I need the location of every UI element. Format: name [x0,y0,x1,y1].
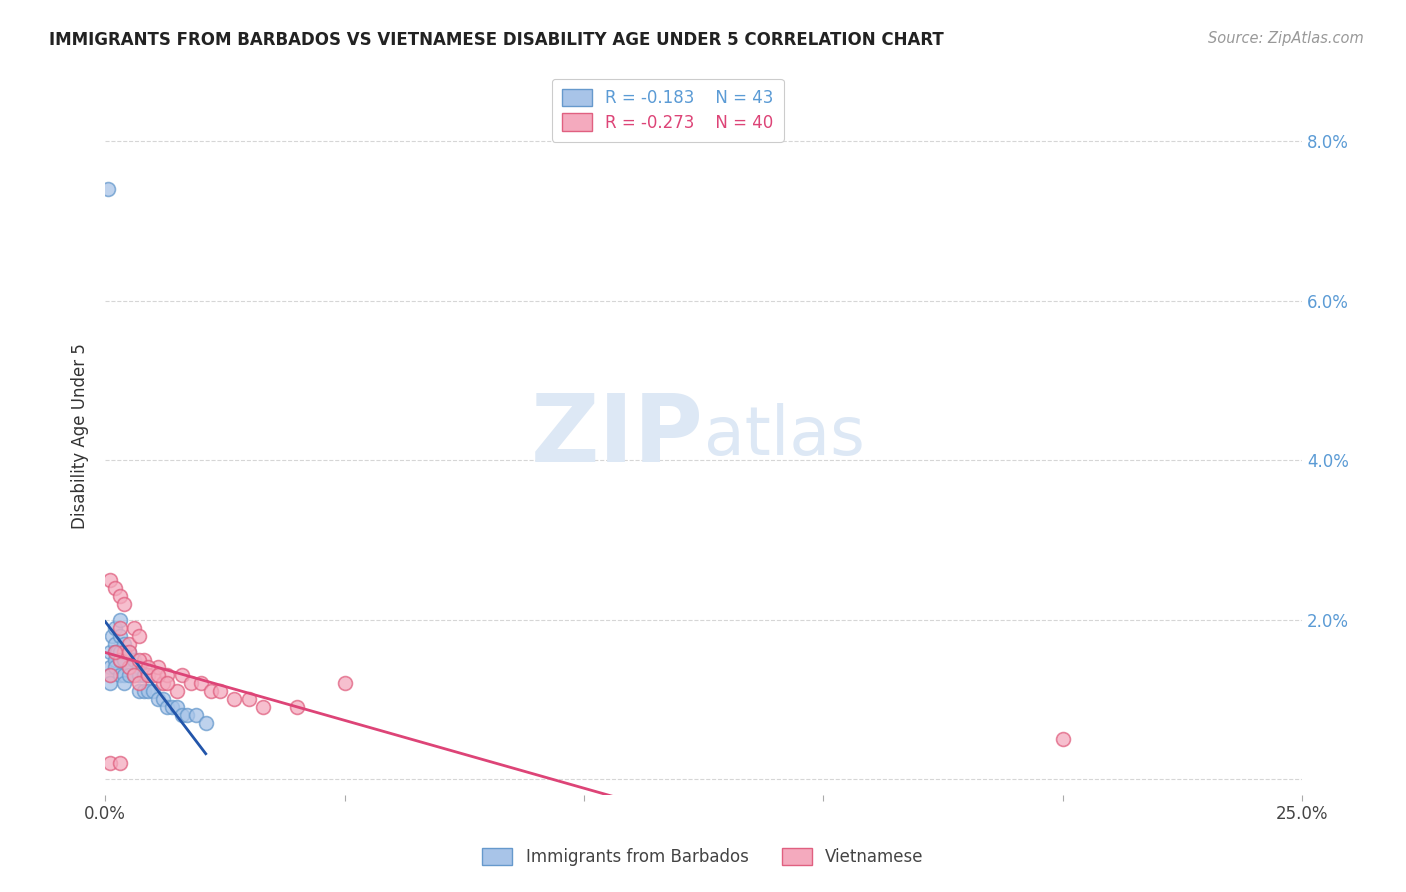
Point [108,668,131,682]
Point [112,597,135,611]
Point [186,708,208,723]
Text: IMMIGRANTS FROM BARBADOS VS VIETNAMESE DISABILITY AGE UNDER 5 CORRELATION CHART: IMMIGRANTS FROM BARBADOS VS VIETNAMESE D… [49,31,943,49]
Point [238,692,260,706]
Point [104,644,127,658]
Point [122,668,145,682]
Point [98,668,121,682]
Point [224,692,246,706]
Point [98,573,121,587]
Point [252,700,274,714]
Point [112,668,135,682]
Point [118,636,141,650]
Point [152,692,174,706]
Point [128,652,150,666]
Point [108,756,131,771]
Point [118,668,141,682]
Point [128,660,150,674]
Point [136,668,159,682]
Point [156,676,179,690]
Point [200,684,222,698]
Point [108,629,131,643]
Y-axis label: Disability Age Under 5: Disability Age Under 5 [72,343,89,529]
Point [156,700,179,714]
Text: ZIP: ZIP [530,391,703,483]
Point [142,684,165,698]
Point [285,700,308,714]
Point [118,644,141,658]
Point [146,660,169,674]
Point [98,644,121,658]
Point [160,700,183,714]
Point [101,629,124,643]
Point [142,668,165,682]
Point [98,676,121,690]
Point [132,668,155,682]
Point [118,660,141,674]
Point [122,652,145,666]
Text: atlas: atlas [703,403,865,469]
Point [108,652,131,666]
Point [180,676,202,690]
Point [105,644,128,658]
Point [112,644,135,658]
Point [108,589,131,603]
Point [166,684,188,698]
Point [108,652,131,666]
Point [104,644,127,658]
Point [122,621,145,635]
Point [118,644,141,658]
Point [108,644,131,658]
Point [122,668,145,682]
Point [98,756,121,771]
Point [104,636,127,650]
Point [104,621,127,635]
Point [112,676,135,690]
Point [108,621,131,635]
Point [136,684,159,698]
Point [146,692,169,706]
Point [112,652,135,666]
Point [156,668,179,682]
Point [118,660,141,674]
Point [136,660,159,674]
Point [98,660,121,674]
Point [128,684,150,698]
Point [146,668,169,682]
Point [104,660,127,674]
Point [97,182,120,196]
Point [128,629,150,643]
Point [112,636,135,650]
Point [128,676,150,690]
Point [152,676,174,690]
Point [170,708,193,723]
Point [104,652,127,666]
Point [108,613,131,627]
Point [98,668,121,682]
Point [170,668,193,682]
Point [128,668,150,682]
Point [136,668,159,682]
Text: Source: ZipAtlas.com: Source: ZipAtlas.com [1208,31,1364,46]
Point [166,700,188,714]
Point [132,652,155,666]
Point [132,684,155,698]
Legend: Immigrants from Barbados, Vietnamese: Immigrants from Barbados, Vietnamese [475,841,931,873]
Point [190,676,212,690]
Point [333,676,356,690]
Point [176,708,198,723]
Point [104,581,127,595]
Point [1052,732,1074,747]
Point [194,716,217,731]
Legend: R = -0.183    N = 43, R = -0.273    N = 40: R = -0.183 N = 43, R = -0.273 N = 40 [551,78,783,142]
Point [209,684,232,698]
